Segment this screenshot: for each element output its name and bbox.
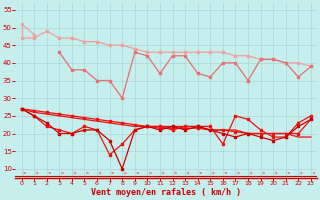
X-axis label: Vent moyen/en rafales ( km/h ): Vent moyen/en rafales ( km/h ) <box>91 188 241 197</box>
